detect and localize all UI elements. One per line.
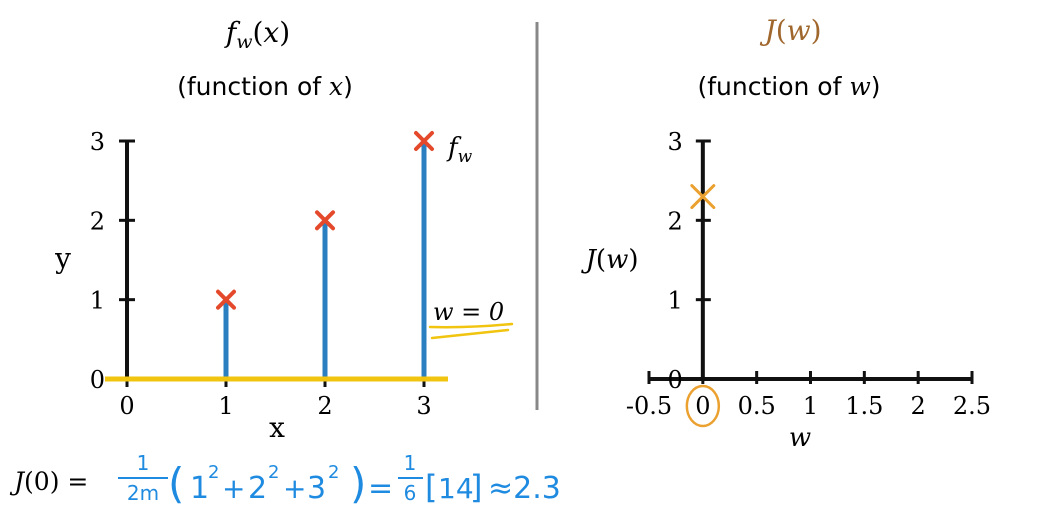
term-1-power: 2 [208,462,219,483]
left-stems [223,141,427,379]
right-axes [649,141,972,381]
data-point-marker [315,210,335,231]
left-y-tick-label: 2 [90,207,105,235]
left-chart-subtitle: (function of x) [177,72,353,101]
equals-sign: = [368,471,393,506]
right-x-tick-label: 1.5 [845,392,883,420]
plus-1: + [222,472,245,505]
term-2: 2 [248,471,267,506]
right-y-tick-label: 3 [668,128,683,156]
left-y-tick-label: 3 [90,128,105,156]
term-1: 1 [190,471,209,506]
w-equals-zero-label: w = 0 [433,298,504,326]
cost-point-marker [690,184,716,210]
right-chart-subtitle: (function of w) [697,72,880,101]
w-label-underline [428,322,514,340]
right-y-axis-label: J(w) [580,245,638,275]
right-x-ticks: -0.5 0 0.5 1 1.5 2 2.5 [626,371,991,420]
left-x-tick-label: 2 [317,392,332,420]
left-x-tick-label: 0 [119,392,134,420]
left-x-tick-label: 3 [416,392,431,420]
close-bracket: ] [470,468,482,506]
frac1-numerator: 1 [137,451,150,475]
frac1-denominator: 2m [127,481,159,505]
open-paren: ( [168,459,184,508]
formula-lhs: J(0) = [9,467,88,496]
close-paren: ) [350,459,366,508]
left-axes [110,141,446,381]
right-x-axis-label: w [789,423,811,453]
approx-result: ≈2.3 [488,471,561,506]
right-y-ticks: 0 1 2 3 [668,128,711,394]
left-y-tick-label: 1 [90,287,105,315]
left-chart: fw(x) (function of x) 0 1 2 3 0 1 2 3 y x fw w… [54,16,514,444]
right-y-tick-label: 2 [668,207,683,235]
right-x-tick-label: 2.5 [953,392,991,420]
right-x-tick-label: -0.5 [626,392,672,420]
data-point-marker [216,289,236,310]
fw-annotation: fw [446,133,473,167]
data-point-marker [414,131,434,151]
left-y-axis-label: y [54,242,71,275]
cost-formula: J(0) = 1 2m ( 1 2 + 2 2 + 3 2 ) = 1 6 [ … [9,451,561,508]
right-y-tick-label: 1 [668,287,683,315]
left-x-tick-label: 1 [218,392,233,420]
bracket-value: 14 [438,472,474,505]
right-x-tick-label: 0.5 [738,392,776,420]
right-chart-title: J(w) [759,14,821,47]
open-bracket: [ [425,468,437,506]
term-3: 3 [307,471,326,506]
plus-2: + [283,472,306,505]
left-points [216,131,434,310]
right-x-tick-label: 0 [695,392,710,420]
formula-handwritten: 1 2m ( 1 2 + 2 2 + 3 2 ) = 1 6 [ 14 ] ≈2… [118,451,561,508]
left-chart-title: fw(x) [224,16,290,53]
zero-highlight-circle [685,384,721,428]
right-y-tick-label: 0 [668,366,683,394]
right-x-tick-label: 1 [803,392,818,420]
right-points [690,184,716,210]
left-y-tick-label: 0 [90,366,105,394]
term-2-power: 2 [268,462,279,483]
left-x-axis-label: x [269,411,285,444]
left-y-ticks: 0 1 2 3 [90,128,135,394]
frac2-numerator: 1 [404,451,417,475]
term-3-power: 2 [328,462,339,483]
right-x-tick-label: 2 [911,392,926,420]
frac2-denominator: 6 [404,481,417,505]
